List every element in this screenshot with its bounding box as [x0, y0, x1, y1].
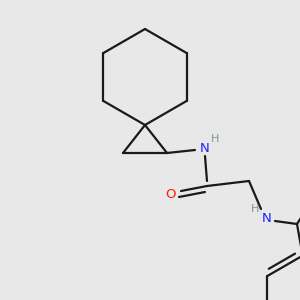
Text: O: O	[165, 188, 175, 200]
Text: N: N	[262, 212, 272, 226]
Text: N: N	[200, 142, 210, 154]
Text: H: H	[251, 204, 259, 214]
Text: H: H	[211, 134, 219, 144]
